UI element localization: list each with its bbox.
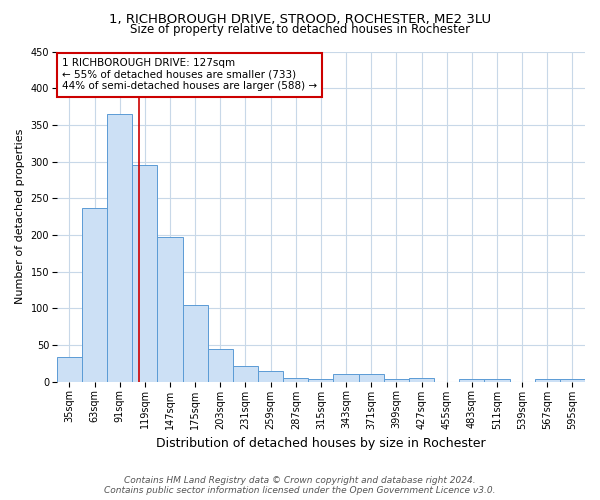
Y-axis label: Number of detached properties: Number of detached properties (15, 129, 25, 304)
Text: 1 RICHBOROUGH DRIVE: 127sqm
← 55% of detached houses are smaller (733)
44% of se: 1 RICHBOROUGH DRIVE: 127sqm ← 55% of det… (62, 58, 317, 92)
Bar (107, 114, 132, 382)
Bar (484, 378, 509, 382)
Bar (535, 378, 560, 382)
Bar (384, 378, 409, 382)
Bar (132, 165, 157, 382)
Bar (560, 378, 585, 382)
Bar (359, 374, 384, 382)
Bar (57, 358, 82, 382)
X-axis label: Distribution of detached houses by size in Rochester: Distribution of detached houses by size … (156, 437, 486, 450)
Bar (208, 350, 233, 382)
Bar (182, 306, 208, 382)
Bar (459, 378, 484, 382)
Bar (233, 366, 258, 382)
Bar (157, 237, 182, 382)
Text: Size of property relative to detached houses in Rochester: Size of property relative to detached ho… (130, 22, 470, 36)
Bar (334, 374, 359, 382)
Bar (283, 378, 308, 382)
Bar (258, 372, 283, 382)
Text: Contains HM Land Registry data © Crown copyright and database right 2024.
Contai: Contains HM Land Registry data © Crown c… (104, 476, 496, 495)
Bar (308, 378, 334, 382)
Text: 1, RICHBOROUGH DRIVE, STROOD, ROCHESTER, ME2 3LU: 1, RICHBOROUGH DRIVE, STROOD, ROCHESTER,… (109, 12, 491, 26)
Bar (82, 208, 107, 382)
Bar (409, 378, 434, 382)
